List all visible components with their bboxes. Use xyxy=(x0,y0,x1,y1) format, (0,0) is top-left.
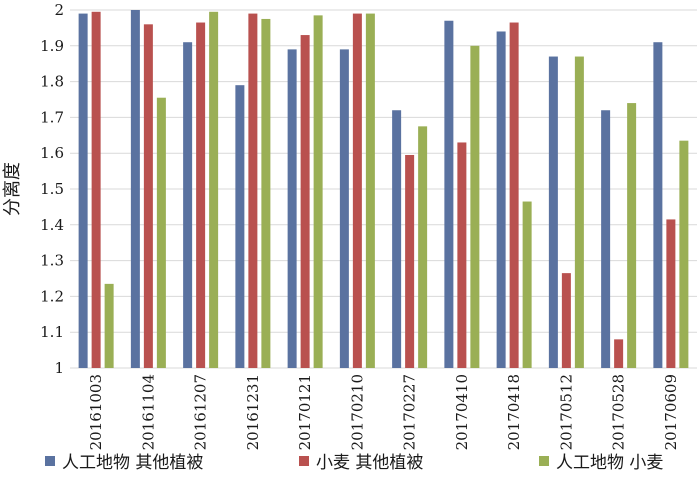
y-tick-label: 1.5 xyxy=(40,180,64,198)
y-axis-title: 分离度 xyxy=(2,162,23,216)
y-tick-label: 1.3 xyxy=(40,252,64,270)
bar xyxy=(627,103,637,368)
y-tick-labels: 1 1.1 1.2 1.3 1.4 1.5 1.6 1.7 1.8 1.9 2 xyxy=(40,1,64,377)
x-tick-label: 20170210 xyxy=(348,374,366,450)
bar xyxy=(183,42,193,368)
bar xyxy=(561,273,571,368)
bar xyxy=(418,126,428,368)
bars xyxy=(78,10,689,369)
bar xyxy=(300,35,310,369)
x-tick-label: 20170121 xyxy=(296,374,314,450)
bar xyxy=(313,15,323,369)
bar xyxy=(365,13,375,369)
legend-swatch xyxy=(45,456,55,466)
x-tick-label: 20170227 xyxy=(401,374,419,450)
bar xyxy=(392,110,402,369)
y-tick-label: 1 xyxy=(54,359,64,377)
legend-label: 人工地物 小麦 xyxy=(556,453,663,473)
x-tick-label: 20170512 xyxy=(557,374,575,450)
bar xyxy=(470,45,480,369)
y-tick-label: 1.2 xyxy=(40,287,64,305)
x-tick-label: 20170418 xyxy=(505,374,523,450)
bar xyxy=(548,56,558,368)
x-tick-label: 20161003 xyxy=(87,374,105,450)
x-tick-label: 20170609 xyxy=(662,374,680,450)
bar xyxy=(78,13,88,369)
gridlines xyxy=(70,9,697,369)
y-tick-label: 1.6 xyxy=(40,144,64,162)
x-tick-labels: 20161003 20161104 20161207 20161231 20170121… xyxy=(87,374,680,450)
legend: 人工地物 其他植被 小麦 其他植被 人工地物 小麦 xyxy=(45,453,663,473)
bar xyxy=(614,339,624,368)
bar xyxy=(209,11,219,368)
y-tick-label: 1.9 xyxy=(40,37,64,55)
bar xyxy=(509,22,519,369)
x-tick-label: 20161207 xyxy=(192,374,210,450)
bar xyxy=(196,22,206,369)
bar xyxy=(496,31,506,368)
legend-swatch xyxy=(539,456,549,466)
bar xyxy=(339,49,349,368)
bar xyxy=(522,201,532,368)
bar xyxy=(444,20,454,369)
bar xyxy=(666,219,676,368)
y-tick-label: 1.8 xyxy=(40,73,64,91)
bar xyxy=(156,97,166,369)
bar xyxy=(601,110,611,369)
bar xyxy=(235,85,245,369)
bar xyxy=(405,154,415,368)
x-tick-label: 20161104 xyxy=(139,374,157,450)
bar xyxy=(261,18,271,368)
bar xyxy=(574,56,584,368)
bar xyxy=(457,142,467,368)
legend-label: 小麦 其他植被 xyxy=(316,453,423,473)
bar xyxy=(653,42,663,368)
x-tick-label: 20170528 xyxy=(610,374,628,450)
y-tick-label: 1.7 xyxy=(40,108,64,126)
bar xyxy=(679,140,689,368)
y-tick-label: 1.1 xyxy=(40,323,64,341)
bar xyxy=(91,11,101,368)
bar xyxy=(143,24,153,368)
bar xyxy=(352,13,362,369)
legend-label: 人工地物 其他植被 xyxy=(62,453,203,473)
bar xyxy=(130,10,140,368)
bar xyxy=(104,283,114,368)
legend-swatch xyxy=(299,456,309,466)
bar xyxy=(248,13,258,369)
x-tick-label: 20161231 xyxy=(244,374,262,450)
x-tick-label: 20170410 xyxy=(453,374,471,450)
y-tick-label: 1.4 xyxy=(40,216,64,234)
y-tick-label: 2 xyxy=(54,1,64,19)
bar xyxy=(287,49,297,368)
